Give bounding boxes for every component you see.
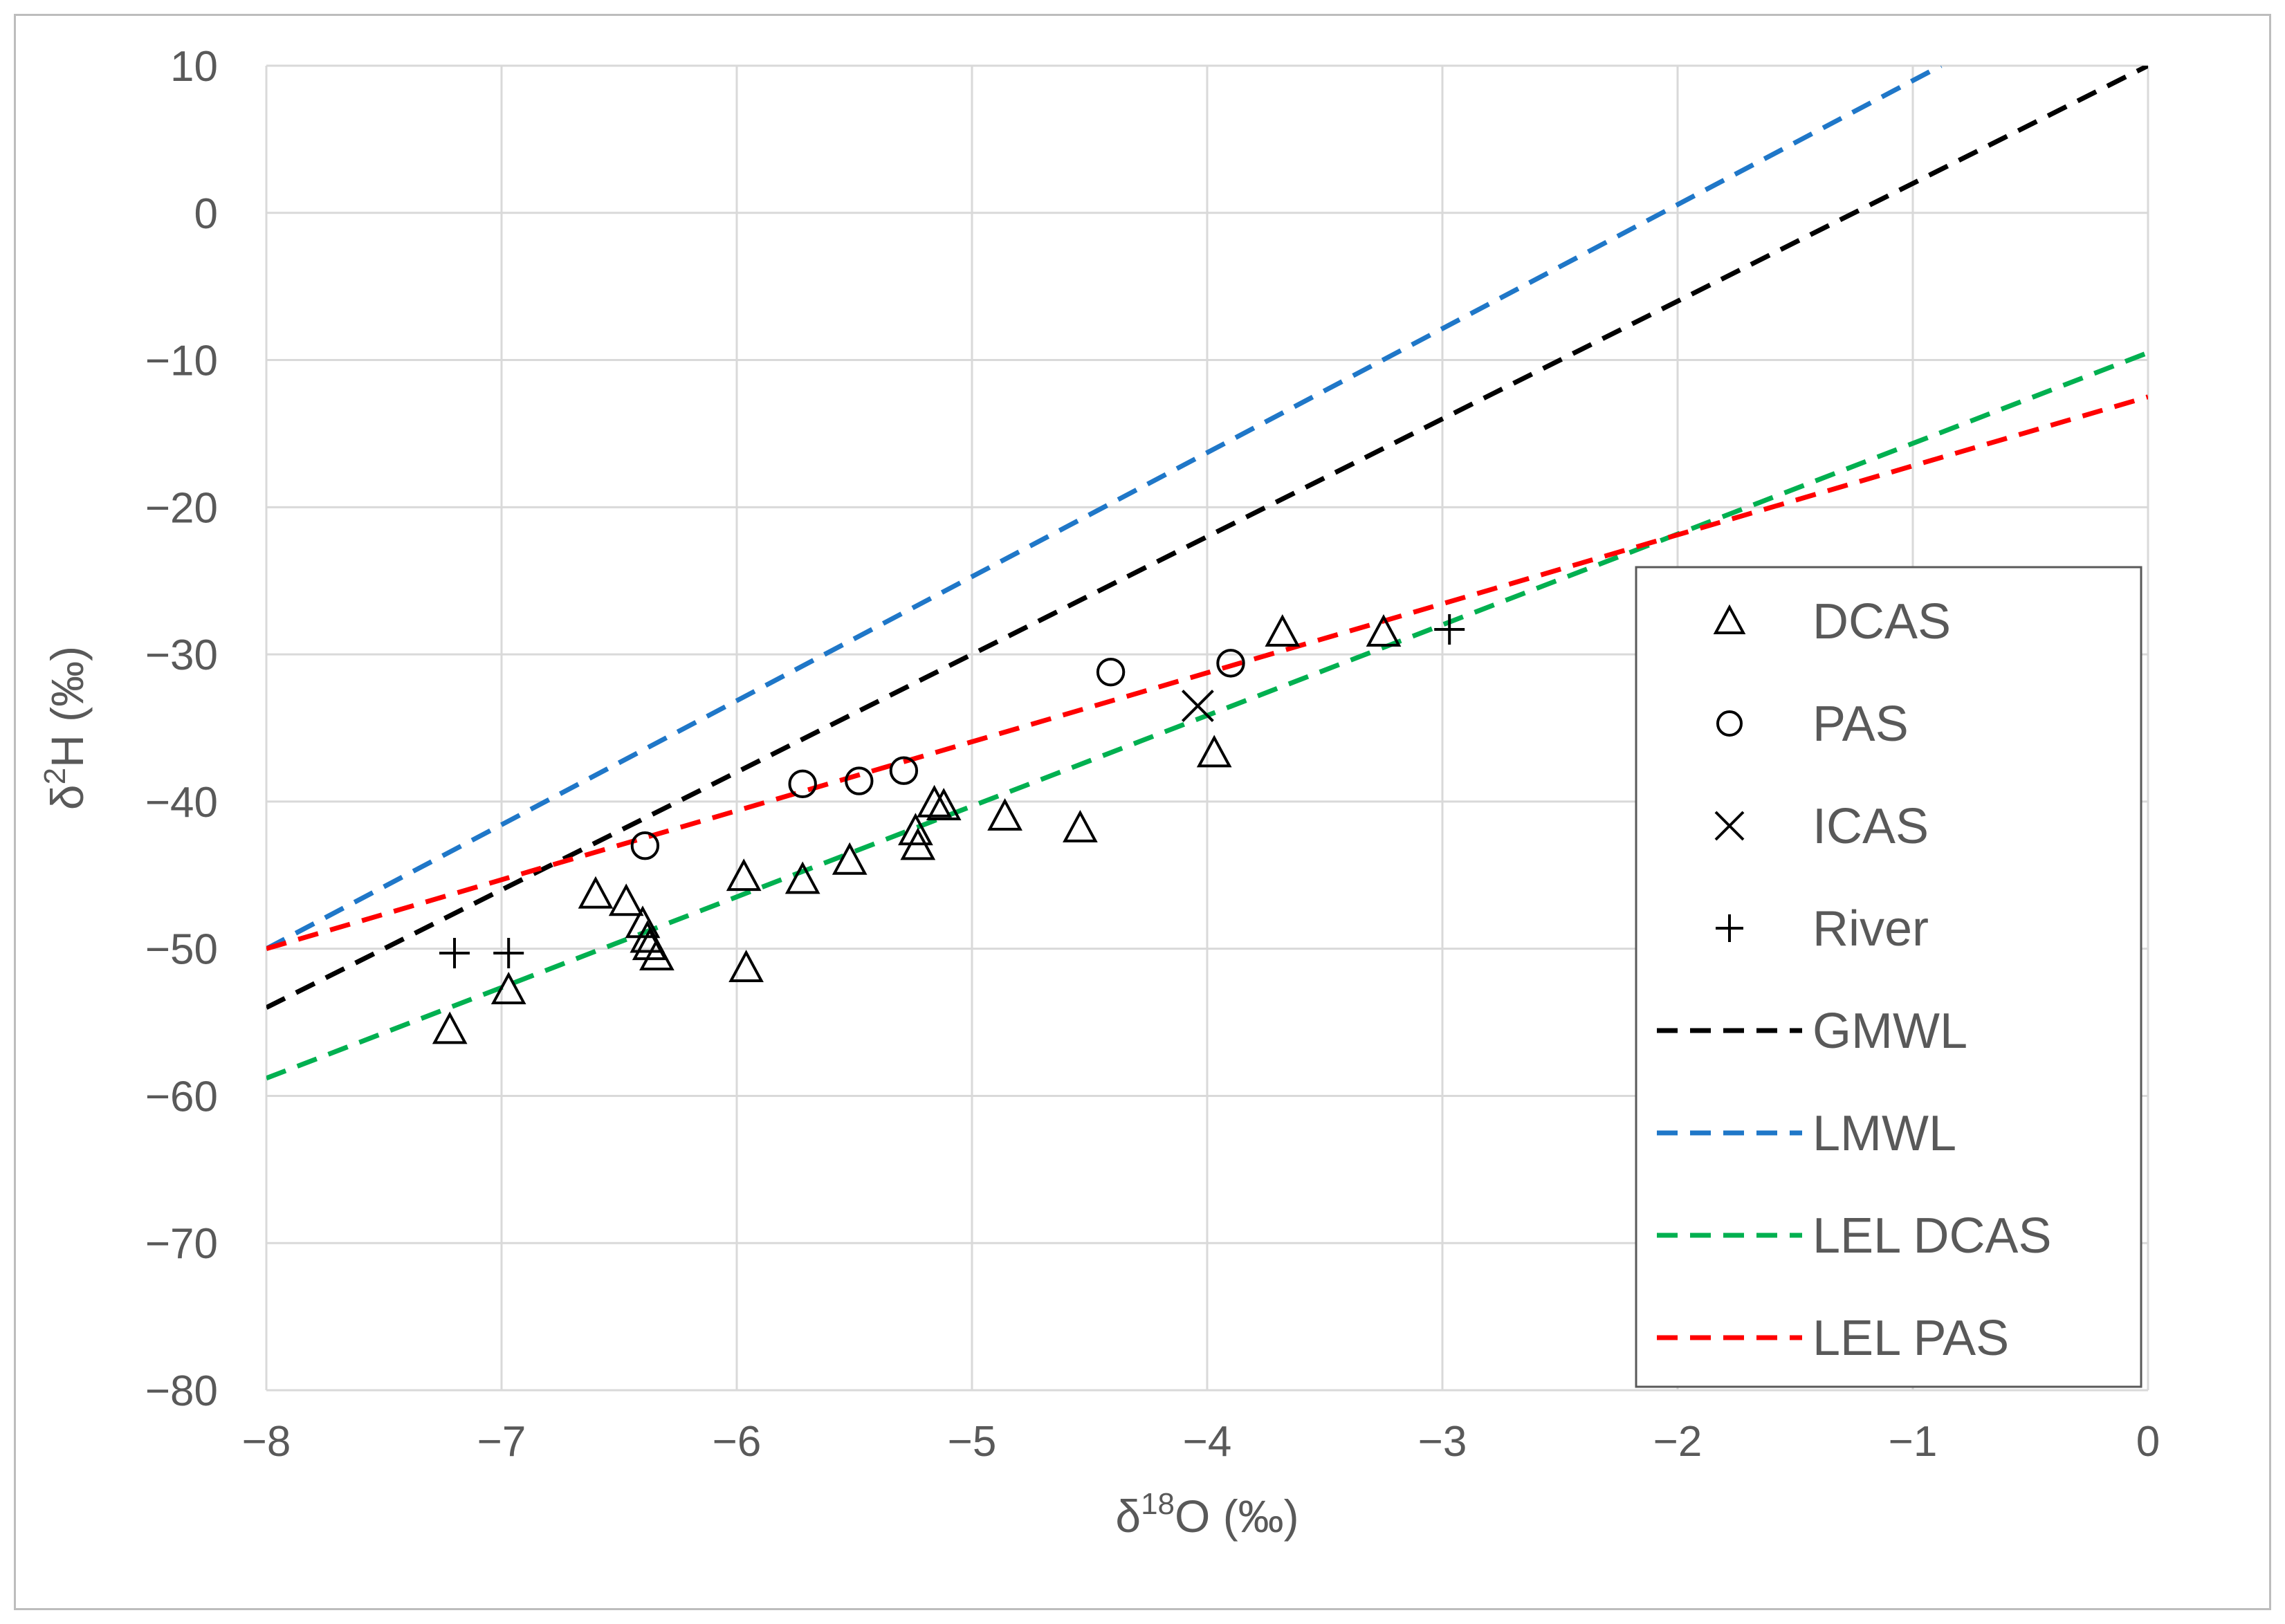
x-tick-label: −2 (1653, 1418, 1703, 1466)
x-tick-label: −1 (1889, 1418, 1938, 1466)
dcas-point (900, 827, 936, 860)
y-tick-label: −40 (145, 779, 218, 827)
x-tick-label: −6 (713, 1418, 762, 1466)
dcas-point (917, 784, 952, 818)
dcas-point (608, 883, 644, 916)
y-tick-label: 10 (170, 43, 218, 91)
dcas-point (784, 861, 820, 894)
dcas-point (490, 972, 526, 1004)
pas-point (845, 766, 874, 795)
legend: DCAS PAS ICAS River GMWL LMWL LEL DCAS LEL PAS (1635, 566, 2142, 1388)
y-tick-label: −60 (145, 1073, 218, 1120)
legend-item-lmwl: LMWL (1657, 1106, 1956, 1161)
dcas-point (926, 788, 962, 820)
legend-symbol-icas (1714, 811, 1745, 841)
lmwl-line (266, 66, 1943, 951)
dcas-point (630, 920, 666, 953)
legend-item-lel-dcas: LEL DCAS (1657, 1208, 2051, 1264)
dcas-point (832, 842, 868, 875)
legend-label-icas: ICAS (1813, 799, 1929, 854)
dcas-point (1063, 809, 1098, 842)
x-tick-label: −5 (948, 1418, 997, 1466)
legend-label-river: River (1813, 901, 1929, 957)
legend-item-lel-pas: LEL PAS (1657, 1311, 2009, 1366)
dcas-point (898, 813, 933, 846)
legend-item-icas: ICAS (1714, 799, 1929, 854)
legend-label-lel-pas: LEL PAS (1813, 1311, 2009, 1366)
legend-item-river: River (1716, 901, 1929, 957)
legend-label-lel-dcas: LEL DCAS (1813, 1208, 2051, 1264)
legend-item-pas: PAS (1716, 696, 1909, 752)
x-tick-label: −3 (1418, 1418, 1467, 1466)
dcas-point (728, 950, 764, 983)
dcas-point (432, 1011, 468, 1044)
pas-point (1096, 657, 1126, 687)
dcas-point (1265, 613, 1301, 647)
x-tick-label: 0 (2136, 1418, 2160, 1466)
pas-point (1216, 649, 1245, 678)
y-tick-label: −80 (145, 1367, 218, 1415)
legend-label-gmwl: GMWL (1813, 1004, 1967, 1059)
legend-label-dcas: DCAS (1813, 594, 1951, 649)
axes: −8 −7 −6 −5 −4 −3 −2 −1 0−80−70−60−50−40−30−20−1… (38, 43, 2160, 1542)
y-tick-label: −10 (145, 338, 218, 385)
river-point (439, 938, 470, 969)
pas-point (788, 769, 817, 799)
dcas-point (578, 876, 614, 909)
river-point (1434, 613, 1465, 645)
y-axis-title: δ2H (‰) (38, 646, 93, 810)
dcas-point (726, 858, 762, 892)
icas-point (1181, 690, 1214, 722)
legend-label-lmwl: LMWL (1813, 1106, 1956, 1161)
dcas-point (639, 938, 675, 971)
legend-symbol-pas (1716, 710, 1743, 737)
y-tick-label: −30 (145, 631, 218, 679)
dcas-point (1196, 735, 1232, 768)
y-tick-label: −50 (145, 926, 218, 974)
y-tick-label: −20 (145, 484, 218, 532)
y-tick-label: −70 (145, 1220, 218, 1268)
legend-box (1635, 566, 2142, 1388)
legend-label-pas: PAS (1813, 696, 1909, 752)
gmwl-line (266, 66, 2148, 1010)
pas-point (630, 831, 660, 860)
dcas-point (1366, 613, 1402, 647)
x-tick-label: −4 (1183, 1418, 1232, 1466)
legend-item-gmwl: GMWL (1657, 1004, 1967, 1059)
y-tick-label: 0 (194, 190, 218, 238)
legend-symbol-river (1716, 914, 1743, 942)
river-point (493, 938, 524, 969)
legend-item-dcas: DCAS (1713, 594, 1951, 649)
x-tick-label: −8 (242, 1418, 291, 1466)
dcas-point (987, 797, 1022, 831)
x-axis-title: δ18O (‰) (1115, 1487, 1298, 1542)
pas-point (889, 756, 919, 785)
plot-series (266, 66, 2148, 1081)
x-tick-label: −7 (477, 1418, 526, 1466)
lel-pas-line (266, 394, 2148, 952)
dcas-point (625, 905, 661, 939)
legend-symbol-dcas (1713, 604, 1746, 634)
